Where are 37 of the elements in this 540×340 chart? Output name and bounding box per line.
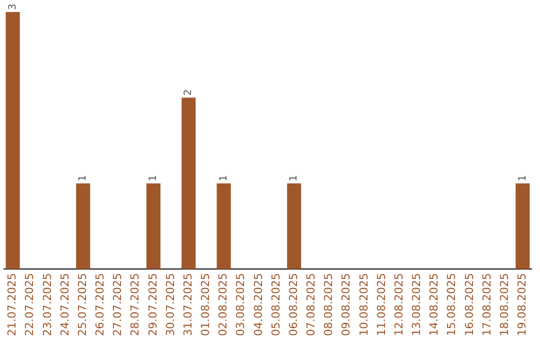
x-tick-label: 01.08.2025 [199,273,212,336]
x-tick-label: 18.08.2025 [498,273,511,336]
x-tick-label: 09.08.2025 [340,273,353,336]
x-tick-label: 12.08.2025 [392,273,406,336]
x-tick-label: 13.08.2025 [410,273,424,336]
x-tick-label: 07.08.2025 [304,273,318,336]
x-tick-label: 11.08.2025 [374,273,388,336]
data-label: 1 [517,174,528,182]
x-tick-label: 31.07.2025 [181,273,194,336]
x-tick-label: 22.07.2025 [23,273,36,336]
data-label: 2 [183,89,194,96]
x-tick-label: 21.07.2025 [6,273,19,336]
x-tick-label: 24.07.2025 [58,273,72,336]
x-tick-label: 26.07.2025 [94,273,107,336]
x-tick-label: 25.07.2025 [76,273,89,336]
x-tick-label: 10.08.2025 [357,273,370,336]
x-tick-label: 04.08.2025 [252,273,265,336]
x-tick-label: 27.07.2025 [111,273,124,336]
data-label: 3 [7,4,18,10]
x-tick-label: 02.08.2025 [216,273,230,336]
x-tick-label: 29.07.2025 [146,273,160,336]
x-tick-label: 14.08.2025 [428,273,441,336]
x-tick-label: 08.08.2025 [322,273,336,336]
data-label: 1 [218,174,230,182]
x-tick-label: 16.08.2025 [462,273,476,336]
x-tick-label: 17.08.2025 [480,273,494,336]
x-tick-label: 19.08.2025 [516,273,529,336]
x-tick-label: 06.08.2025 [286,273,300,336]
x-tick-label: 28.07.2025 [128,273,142,336]
x-tick-label: 05.08.2025 [269,273,282,336]
x-tick-label: 03.08.2025 [234,273,248,336]
data-label: 1 [288,174,300,182]
x-tick-label: 23.07.2025 [40,273,54,336]
x-tick-label: 30.07.2025 [164,273,177,336]
data-label: 1 [148,174,160,182]
x-tick-label: 15.08.2025 [445,273,458,336]
data-label: 1 [78,174,89,182]
